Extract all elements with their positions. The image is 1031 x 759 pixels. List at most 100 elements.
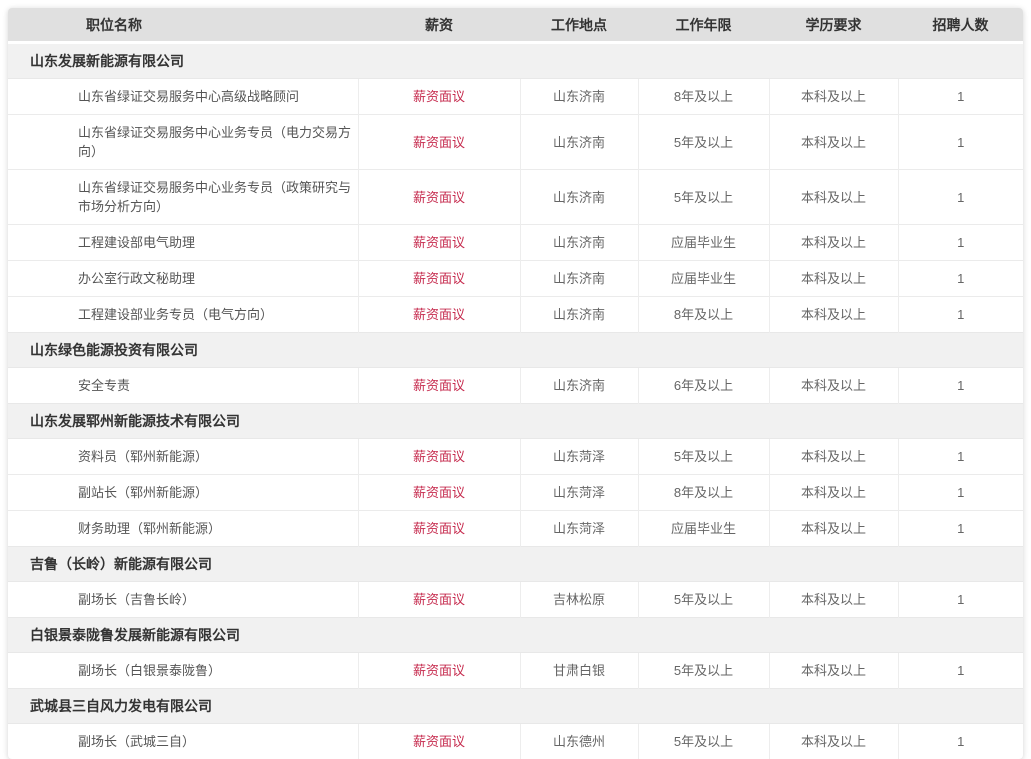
job-headcount: 1 bbox=[898, 297, 1023, 333]
job-location: 山东济南 bbox=[520, 170, 638, 225]
job-salary: 薪资面议 bbox=[358, 475, 520, 511]
job-headcount: 1 bbox=[898, 439, 1023, 475]
company-name: 山东发展新能源有限公司 bbox=[8, 43, 1023, 79]
job-headcount: 1 bbox=[898, 582, 1023, 618]
company-group-row: 山东发展新能源有限公司 bbox=[8, 43, 1023, 79]
job-salary: 薪资面议 bbox=[358, 170, 520, 225]
job-title: 山东省绿证交易服务中心业务专员（电力交易方向） bbox=[8, 115, 358, 170]
job-experience: 应届毕业生 bbox=[638, 261, 769, 297]
job-location: 山东济南 bbox=[520, 225, 638, 261]
job-title: 副场长（白银景泰陇鲁） bbox=[8, 653, 358, 689]
job-salary: 薪资面议 bbox=[358, 297, 520, 333]
job-education: 本科及以上 bbox=[769, 297, 898, 333]
job-education: 本科及以上 bbox=[769, 582, 898, 618]
job-headcount: 1 bbox=[898, 170, 1023, 225]
job-title: 办公室行政文秘助理 bbox=[8, 261, 358, 297]
company-group-row: 武城县三自风力发电有限公司 bbox=[8, 689, 1023, 724]
job-experience: 5年及以上 bbox=[638, 170, 769, 225]
job-education: 本科及以上 bbox=[769, 261, 898, 297]
job-experience: 5年及以上 bbox=[638, 439, 769, 475]
job-education: 本科及以上 bbox=[769, 368, 898, 404]
job-title: 财务助理（郓州新能源） bbox=[8, 511, 358, 547]
job-salary: 薪资面议 bbox=[358, 261, 520, 297]
job-title: 副场长（吉鲁长岭） bbox=[8, 582, 358, 618]
job-headcount: 1 bbox=[898, 724, 1023, 759]
job-experience: 5年及以上 bbox=[638, 653, 769, 689]
job-salary: 薪资面议 bbox=[358, 439, 520, 475]
job-education: 本科及以上 bbox=[769, 511, 898, 547]
job-title: 安全专责 bbox=[8, 368, 358, 404]
job-education: 本科及以上 bbox=[769, 79, 898, 115]
job-headcount: 1 bbox=[898, 225, 1023, 261]
job-title: 资料员（郓州新能源） bbox=[8, 439, 358, 475]
company-group-row: 山东发展郓州新能源技术有限公司 bbox=[8, 404, 1023, 439]
job-education: 本科及以上 bbox=[769, 170, 898, 225]
job-location: 山东济南 bbox=[520, 368, 638, 404]
job-location: 山东济南 bbox=[520, 261, 638, 297]
job-headcount: 1 bbox=[898, 79, 1023, 115]
column-header-salary: 薪资 bbox=[358, 8, 520, 43]
job-experience: 5年及以上 bbox=[638, 115, 769, 170]
job-location: 甘肃白银 bbox=[520, 653, 638, 689]
job-salary: 薪资面议 bbox=[358, 115, 520, 170]
job-experience: 8年及以上 bbox=[638, 297, 769, 333]
company-name: 武城县三自风力发电有限公司 bbox=[8, 689, 1023, 724]
job-location: 山东菏泽 bbox=[520, 439, 638, 475]
job-title: 副场长（武城三自） bbox=[8, 724, 358, 759]
job-location: 山东德州 bbox=[520, 724, 638, 759]
job-title: 副站长（郓州新能源） bbox=[8, 475, 358, 511]
company-name: 山东绿色能源投资有限公司 bbox=[8, 333, 1023, 368]
job-education: 本科及以上 bbox=[769, 475, 898, 511]
job-experience: 8年及以上 bbox=[638, 475, 769, 511]
company-group-row: 白银景泰陇鲁发展新能源有限公司 bbox=[8, 618, 1023, 653]
column-header-experience: 工作年限 bbox=[638, 8, 769, 43]
job-headcount: 1 bbox=[898, 653, 1023, 689]
table-header-row: 职位名称 薪资 工作地点 工作年限 学历要求 招聘人数 bbox=[8, 8, 1023, 43]
column-header-location: 工作地点 bbox=[520, 8, 638, 43]
job-headcount: 1 bbox=[898, 261, 1023, 297]
column-header-position-name: 职位名称 bbox=[8, 8, 358, 43]
job-location: 山东菏泽 bbox=[520, 511, 638, 547]
job-salary: 薪资面议 bbox=[358, 79, 520, 115]
job-headcount: 1 bbox=[898, 511, 1023, 547]
job-salary: 薪资面议 bbox=[358, 225, 520, 261]
job-title: 工程建设部业务专员（电气方向） bbox=[8, 297, 358, 333]
job-salary: 薪资面议 bbox=[358, 724, 520, 759]
job-location: 山东菏泽 bbox=[520, 475, 638, 511]
job-headcount: 1 bbox=[898, 475, 1023, 511]
job-experience: 应届毕业生 bbox=[638, 511, 769, 547]
company-name: 白银景泰陇鲁发展新能源有限公司 bbox=[8, 618, 1023, 653]
job-experience: 应届毕业生 bbox=[638, 225, 769, 261]
job-title: 山东省绿证交易服务中心高级战略顾问 bbox=[8, 79, 358, 115]
column-header-education: 学历要求 bbox=[769, 8, 898, 43]
job-education: 本科及以上 bbox=[769, 653, 898, 689]
job-title: 工程建设部电气助理 bbox=[8, 225, 358, 261]
job-listings-table: 职位名称 薪资 工作地点 工作年限 学历要求 招聘人数 山东发展新能源有限公司山… bbox=[8, 8, 1023, 759]
job-headcount: 1 bbox=[898, 368, 1023, 404]
job-headcount: 1 bbox=[898, 115, 1023, 170]
job-experience: 5年及以上 bbox=[638, 582, 769, 618]
job-title: 山东省绿证交易服务中心业务专员（政策研究与市场分析方向） bbox=[8, 170, 358, 225]
job-experience: 5年及以上 bbox=[638, 724, 769, 759]
job-experience: 6年及以上 bbox=[638, 368, 769, 404]
job-location: 吉林松原 bbox=[520, 582, 638, 618]
job-education: 本科及以上 bbox=[769, 439, 898, 475]
job-salary: 薪资面议 bbox=[358, 368, 520, 404]
job-salary: 薪资面议 bbox=[358, 511, 520, 547]
job-experience: 8年及以上 bbox=[638, 79, 769, 115]
job-location: 山东济南 bbox=[520, 297, 638, 333]
company-group-row: 山东绿色能源投资有限公司 bbox=[8, 333, 1023, 368]
